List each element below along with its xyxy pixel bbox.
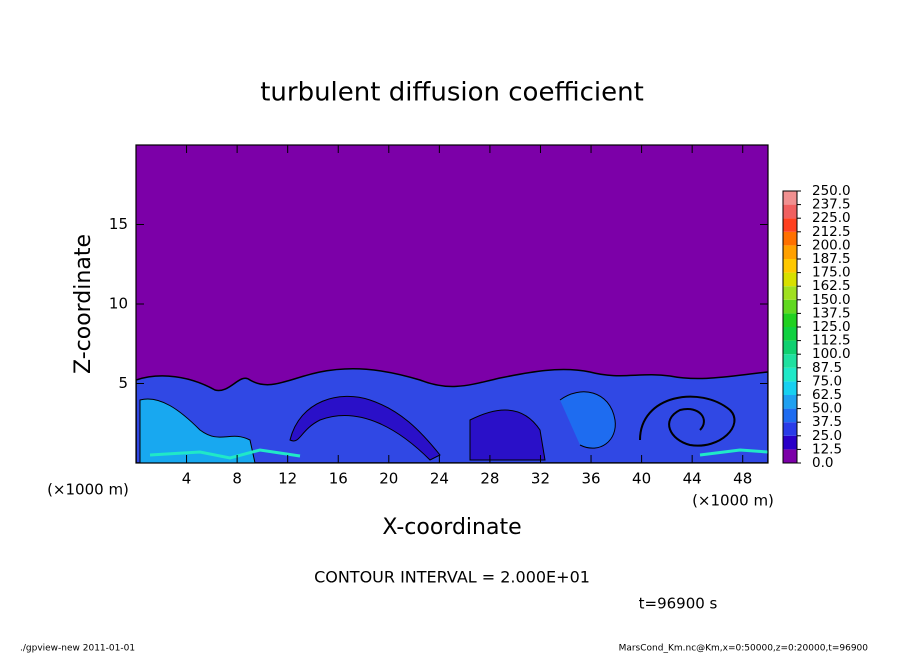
colorbar-swatch <box>783 231 797 246</box>
y-tick-label: 15 <box>109 215 128 233</box>
colorbar-label: 125.0 <box>812 319 851 335</box>
colorbar-label: 225.0 <box>812 210 851 226</box>
colorbar-swatch <box>783 299 797 314</box>
field-contour <box>149 448 768 460</box>
x-axis-label: X-coordinate <box>382 515 521 540</box>
x-unit: (×1000 m) <box>692 492 774 510</box>
y-tick-label: 5 <box>118 374 128 392</box>
colorbar-swatch <box>783 408 797 423</box>
field-region <box>469 409 546 461</box>
x-tick-label: 48 <box>733 470 752 488</box>
x-tick-label: 8 <box>232 470 242 488</box>
field-region <box>289 395 441 461</box>
colorbar-label: 150.0 <box>812 292 851 308</box>
colorbar-label: 75.0 <box>812 373 842 389</box>
x-tick-label: 20 <box>379 470 398 488</box>
colorbar-label: 237.5 <box>812 197 851 213</box>
colorbar-label: 87.5 <box>812 360 842 376</box>
x-tick-label: 28 <box>480 470 499 488</box>
colorbar-label: 112.5 <box>812 333 851 349</box>
contour-interval: CONTOUR INTERVAL = 2.000E+01 <box>314 568 590 587</box>
colorbar-label: 12.5 <box>812 441 842 457</box>
colorbar-label: 50.0 <box>812 401 842 417</box>
y-unit: (×1000 m) <box>47 481 129 499</box>
colorbar-swatch <box>783 367 797 382</box>
field-region <box>559 391 616 449</box>
colorbar-label: 162.5 <box>812 278 851 294</box>
x-tick-label: 36 <box>581 470 600 488</box>
x-tick-label: 44 <box>683 470 702 488</box>
colorbar-swatch <box>783 259 797 273</box>
colorbar-swatch <box>783 354 797 368</box>
field-decoration <box>136 367 768 463</box>
colorbar-label: 37.5 <box>812 414 842 430</box>
x-tick-label: 16 <box>329 470 348 488</box>
colorbar-swatch <box>783 422 797 436</box>
x-tick-label: 24 <box>430 470 449 488</box>
colorbar-swatch <box>783 191 797 205</box>
colorbar-swatch <box>783 449 797 463</box>
y-tick-label: 10 <box>109 295 128 313</box>
colorbar-label: 250.0 <box>812 183 851 199</box>
colorbar-label: 137.5 <box>812 305 851 321</box>
colorbar-label: 200.0 <box>812 237 851 253</box>
footer-left: ./gpview-new 2011-01-01 <box>20 644 135 654</box>
colorbar-swatch <box>783 245 797 259</box>
colorbar-swatch <box>783 286 797 300</box>
colorbar-swatch <box>783 272 797 287</box>
colorbar-swatch <box>783 340 797 355</box>
y-axis-label: Z-coordinate <box>71 234 96 374</box>
field-region <box>139 398 256 463</box>
colorbar-label: 100.0 <box>812 346 851 362</box>
colorbar-label: 175.0 <box>812 265 851 281</box>
x-tick-label: 32 <box>531 470 550 488</box>
x-tick-label: 40 <box>632 470 651 488</box>
colorbar-label: 25.0 <box>812 428 842 444</box>
colorbar-swatch <box>783 327 797 341</box>
footer-right: MarsCond_Km.nc@Km,x=0:50000,z=0:20000,t=… <box>619 644 869 654</box>
colorbar-swatch <box>783 381 797 395</box>
x-tick-label: 4 <box>182 470 192 488</box>
colorbar-swatch <box>783 218 797 232</box>
x-tick-label: 12 <box>278 470 297 488</box>
colorbar-swatch <box>783 395 797 409</box>
colorbar-swatch <box>783 313 797 327</box>
time-label: t=96900 s <box>639 595 718 613</box>
field <box>135 144 769 464</box>
colorbar-swatch <box>783 204 797 219</box>
colorbar-label: 187.5 <box>812 251 851 267</box>
colorbar-label: 62.5 <box>812 387 842 403</box>
field-contour <box>639 395 736 447</box>
colorbar-label: 0.0 <box>812 455 833 471</box>
chart-title: turbulent diffusion coefficient <box>260 78 644 108</box>
colorbar-label: 212.5 <box>812 224 851 240</box>
colorbar-swatch <box>783 435 797 450</box>
